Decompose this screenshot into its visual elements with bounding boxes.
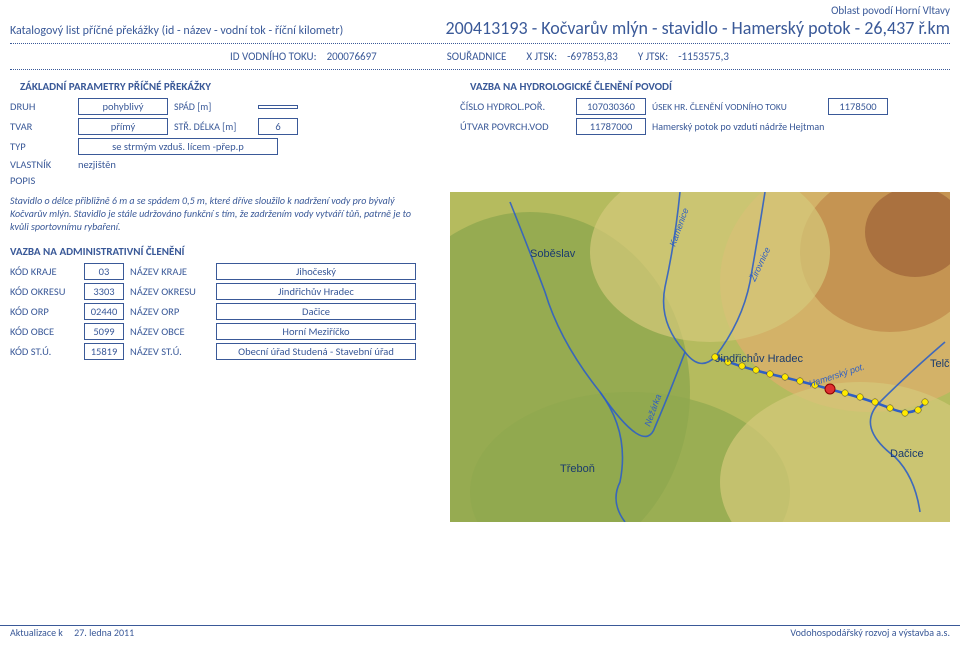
spad-value: [258, 105, 298, 109]
popis-text: Stavidlo o délce přibližně 6 m a se spád…: [0, 190, 440, 241]
delka-label: STŘ. DÉLKA [m]: [174, 120, 252, 133]
basic-params-title: ZÁKLADNÍ PARAMETRY PŘÍČNÉ PŘEKÁŽKY: [10, 74, 440, 95]
x-jtsk-value: -697853,83: [567, 50, 618, 63]
footer: Aktualizace k 27. ledna 2011 Vodohospodá…: [0, 625, 960, 639]
footer-left-label: Aktualizace k: [10, 626, 63, 639]
hydro-title: VAZBA NA HYDROLOGICKÉ ČLENĚNÍ POVODÍ: [460, 74, 950, 95]
admin-name-value: Horní Meziříčko: [216, 323, 416, 340]
divider: [10, 69, 950, 70]
catalog-label: Katalogový list příčné překážky (id - ná…: [10, 24, 343, 38]
meta-row: ID VODNÍHO TOKU: 200076697 SOUŘADNICE X …: [0, 48, 960, 65]
admin-name-label: NÁZEV ORP: [130, 305, 210, 318]
spad-label: SPÁD [m]: [174, 100, 252, 113]
admin-name-label: NÁZEV OKRESU: [130, 285, 210, 298]
divider: [10, 43, 950, 44]
region-label: Oblast povodí Horní Vltavy: [0, 0, 960, 17]
souradnice-label: SOUŘADNICE: [447, 50, 507, 63]
tvar-value: přímý: [78, 118, 168, 135]
id-toku-value: 200076697: [327, 50, 377, 63]
svg-text:Dačice: Dačice: [890, 448, 924, 460]
admin-name-label: NÁZEV KRAJE: [130, 265, 210, 278]
utvar-name: Hamerský potok po vzdutí nádrže Hejtman: [652, 120, 824, 133]
druh-value: pohyblivý: [78, 98, 168, 115]
admin-name-value: Jindřichův Hradec: [216, 283, 416, 300]
footer-right: Vodohospodářský rozvoj a výstavba a.s.: [790, 626, 950, 639]
y-jtsk-label: Y JTSK:: [638, 50, 668, 63]
popis-label: POPIS: [10, 174, 72, 187]
admin-name-value: Jihočeský: [216, 263, 416, 280]
admin-code-label: KÓD ORP: [10, 305, 78, 318]
svg-text:Telč: Telč: [930, 358, 950, 370]
usek-value: 1178500: [828, 98, 888, 115]
admin-code-label: KÓD OKRESU: [10, 285, 78, 298]
svg-text:Třeboň: Třeboň: [560, 463, 595, 475]
admin-code-label: KÓD ST.Ú.: [10, 345, 78, 358]
map: Soběslav Jindřichův Hradec Třeboň Telč Dačic…: [450, 192, 950, 522]
typ-value: se strmým vzduš. lícem -přep.p: [78, 138, 278, 155]
footer-date: 27. ledna 2011: [74, 626, 134, 639]
typ-label: TYP: [10, 140, 72, 153]
usek-label: ÚSEK HR. ČLENĚNÍ VODNÍHO TOKU: [652, 101, 822, 113]
page-title: 200413193 - Kočvarův mlýn - stavidlo - H…: [446, 17, 950, 39]
delka-value: 6: [258, 118, 298, 135]
admin-name-label: NÁZEV ST.Ú.: [130, 345, 210, 358]
vlastnik-value: nezjištěn: [78, 158, 116, 171]
druh-label: DRUH: [10, 100, 72, 113]
admin-code-value: 5099: [84, 323, 124, 340]
admin-code-value: 15819: [84, 343, 124, 360]
utvar-value: 11787000: [576, 118, 646, 135]
x-jtsk-label: X JTSK:: [526, 50, 557, 63]
id-toku-label: ID VODNÍHO TOKU:: [230, 50, 317, 63]
admin-code-label: KÓD KRAJE: [10, 265, 78, 278]
admin-code-value: 02440: [84, 303, 124, 320]
vlastnik-label: VLASTNÍK: [10, 158, 72, 171]
admin-code-label: KÓD OBCE: [10, 325, 78, 338]
y-jtsk-value: -1153575,3: [678, 50, 729, 63]
admin-code-value: 03: [84, 263, 124, 280]
cislo-value: 107030360: [576, 98, 646, 115]
admin-name-value: Dačice: [216, 303, 416, 320]
svg-text:Soběslav: Soběslav: [530, 248, 576, 260]
admin-name-label: NÁZEV OBCE: [130, 325, 210, 338]
admin-code-value: 3303: [84, 283, 124, 300]
tvar-label: TVAR: [10, 120, 72, 133]
admin-name-value: Obecní úřad Studená - Stavební úřad: [216, 343, 416, 360]
svg-text:Jindřichův Hradec: Jindřichův Hradec: [715, 353, 804, 365]
cislo-label: ČÍSLO HYDROL.POŘ.: [460, 100, 570, 113]
utvar-label: ÚTVAR POVRCH.VOD: [460, 120, 570, 133]
